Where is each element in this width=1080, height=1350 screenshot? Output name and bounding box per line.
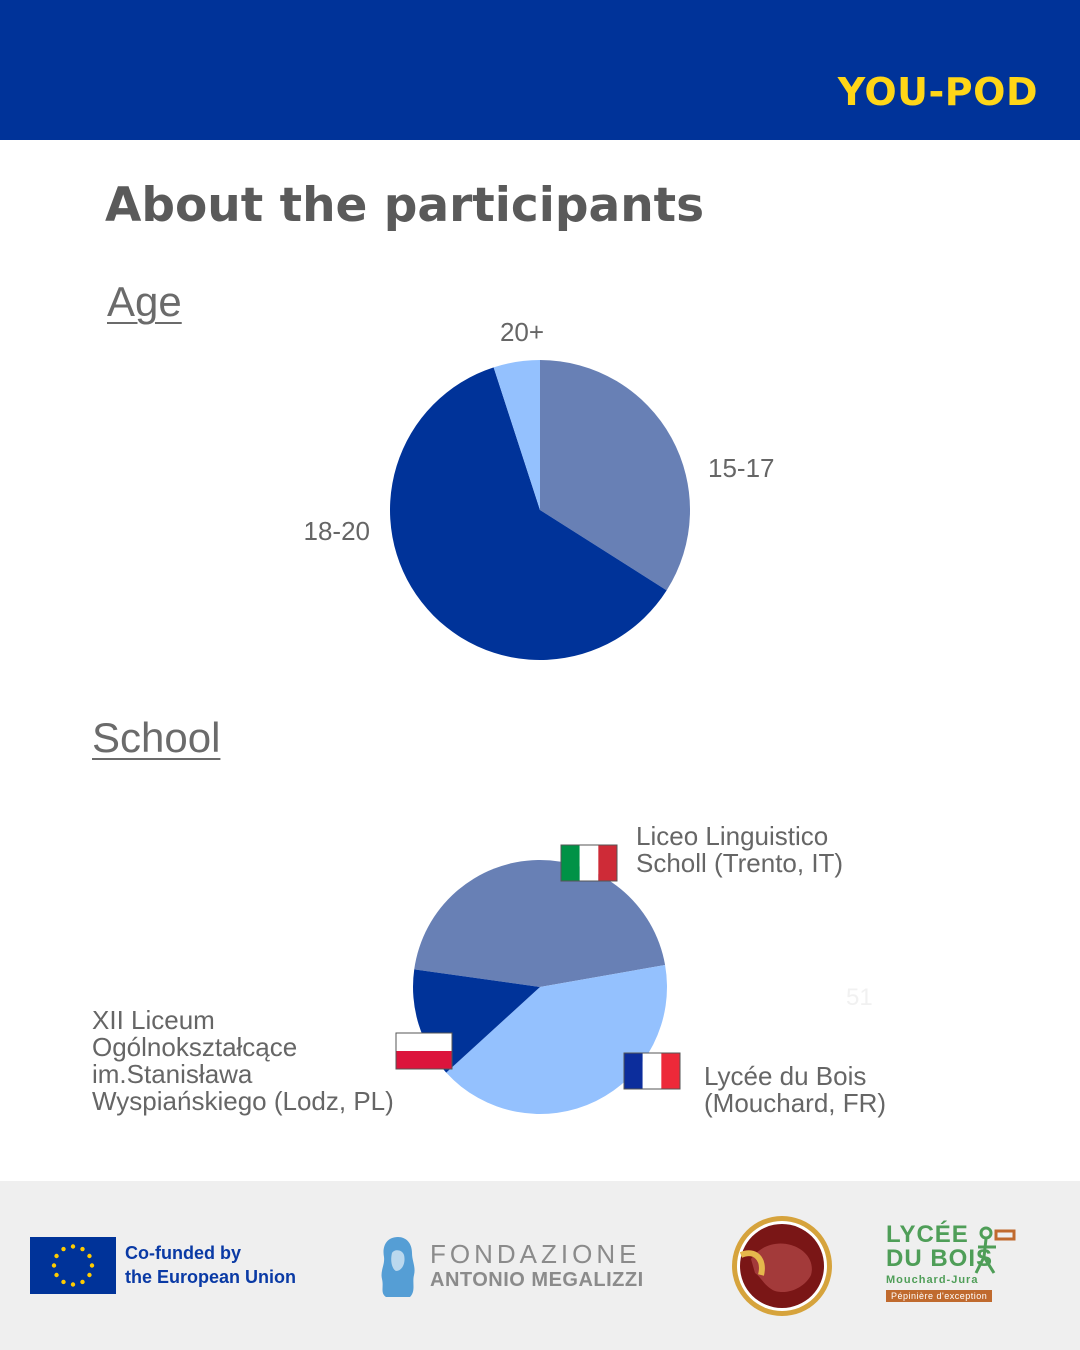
european-seal-logo xyxy=(732,1216,832,1316)
eu-star xyxy=(54,1253,59,1259)
school-pie-slice-1 xyxy=(414,860,666,987)
walking-figure-icon xyxy=(974,1226,1016,1274)
header-bar: YOU-POD xyxy=(0,0,1080,140)
italy-flag-icon xyxy=(560,844,618,882)
megalizzi-portrait-logo xyxy=(381,1237,415,1297)
school-pie-chart: Liceo Linguistico Scholl (Trento, IT) Lycé… xyxy=(92,821,886,1118)
eu-star xyxy=(87,1272,92,1278)
age-label-18-20: 18-20 xyxy=(304,516,371,546)
eu-star xyxy=(54,1272,59,1278)
lycee-line-1: LYCÉE xyxy=(886,1221,969,1248)
eu-cofunded-text: Co-funded by the European Union xyxy=(125,1241,296,1289)
lycee-line-3: Mouchard-Jura xyxy=(886,1274,979,1286)
eu-star xyxy=(61,1279,66,1285)
footer: Co-funded by the European Union FONDAZIO… xyxy=(0,1181,1080,1350)
eu-flag-logo xyxy=(30,1237,116,1294)
lycee-line-2: DU BOIS xyxy=(886,1245,994,1272)
age-pie-slice-2 xyxy=(390,367,667,660)
age-label-15-17: 15-17 xyxy=(708,453,775,483)
eu-line-2: the European Union xyxy=(125,1267,296,1287)
eu-star xyxy=(89,1263,95,1268)
lycee-du-bois-logo: LYCÉE DU BOIS Mouchard-Jura Pépinière d'… xyxy=(886,1223,1021,1304)
school-section-title: School xyxy=(92,714,221,761)
age-pie-chart: 15-17 18-20 20+ xyxy=(304,317,775,660)
fondazione-line-2: ANTONIO MEGALIZZI xyxy=(430,1269,644,1291)
eu-star xyxy=(70,1244,76,1249)
eu-star xyxy=(70,1282,76,1287)
eu-star xyxy=(80,1246,85,1252)
school-label-france: Lycée du Bois (Mouchard, FR) xyxy=(704,1061,886,1118)
eu-star xyxy=(51,1263,57,1268)
poland-flag-icon xyxy=(395,1032,453,1070)
school-label-italy: Liceo Linguistico Scholl (Trento, IT) xyxy=(636,821,843,878)
stray-number-label: 51 xyxy=(846,984,873,1011)
school-label-poland: XII Liceum Ogólnokształcące im.Stanisława W… xyxy=(92,1005,394,1116)
lycee-line-4: Pépinière d'exception xyxy=(886,1290,993,1302)
fondazione-line-1: FONDAZIONE xyxy=(430,1239,641,1269)
eu-star xyxy=(87,1253,92,1259)
brand-title: YOU-POD xyxy=(837,70,1038,114)
age-pie-slice-1 xyxy=(540,360,690,591)
age-section-title: Age xyxy=(107,278,182,325)
eu-line-1: Co-funded by xyxy=(125,1243,241,1263)
age-pie-slice-3 xyxy=(493,360,540,510)
eu-star xyxy=(80,1279,85,1285)
page-title: About the participants xyxy=(105,178,705,233)
age-label-20plus: 20+ xyxy=(500,317,544,347)
eu-star xyxy=(61,1246,66,1252)
school-pie-slice-2 xyxy=(446,964,667,1114)
france-flag-icon xyxy=(623,1052,681,1090)
